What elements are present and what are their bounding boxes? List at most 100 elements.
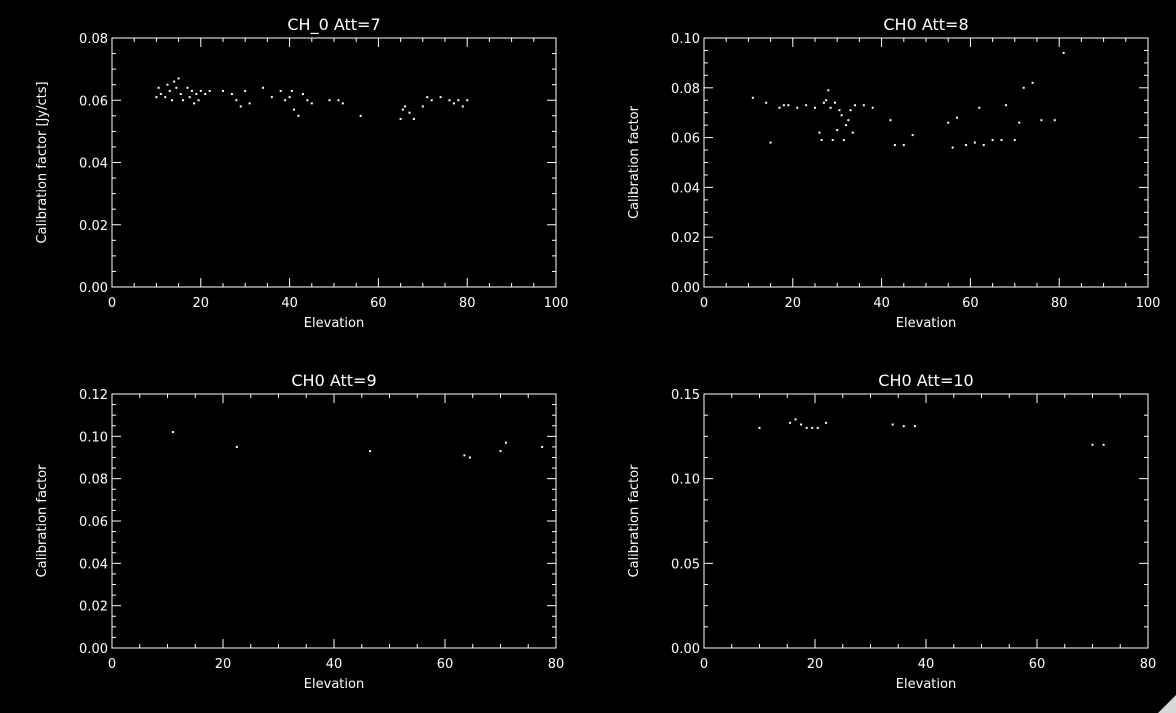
data-point xyxy=(1000,139,1003,142)
data-point xyxy=(310,102,313,105)
y-tick-label: 0.00 xyxy=(671,281,700,296)
data-point xyxy=(499,450,502,453)
plot-frame xyxy=(703,393,1149,649)
data-point xyxy=(951,146,954,149)
data-point xyxy=(1040,119,1043,122)
data-point xyxy=(170,99,173,102)
y-tick-label: 0.08 xyxy=(79,473,108,488)
data-point xyxy=(359,114,362,117)
data-point xyxy=(811,426,814,429)
x-tick-label: 60 xyxy=(1029,657,1046,672)
data-point xyxy=(463,454,466,457)
data-point xyxy=(204,93,207,96)
data-point xyxy=(1004,104,1007,107)
data-point xyxy=(758,426,761,429)
x-axis-label: Elevation xyxy=(304,677,364,692)
data-point xyxy=(816,426,819,429)
y-tick-label: 0.00 xyxy=(79,642,108,657)
scatter-panel-3: 0 20 40 60 80 0.00 0.02 0.04 0.06 0.08 0.10 0.12 CH0… xyxy=(35,371,564,692)
y-tick-label: 0.08 xyxy=(671,82,700,97)
data-point xyxy=(1062,51,1065,54)
data-point xyxy=(399,117,402,120)
data-point xyxy=(182,99,185,102)
x-tick-label: 20 xyxy=(785,296,802,311)
data-point xyxy=(814,106,816,109)
data-point xyxy=(840,114,843,117)
x-tick-label: 80 xyxy=(1140,657,1157,672)
data-point xyxy=(973,141,976,144)
x-tick-label: 100 xyxy=(1136,296,1161,311)
data-point xyxy=(782,104,785,107)
data-point xyxy=(270,96,273,99)
data-point xyxy=(765,101,768,104)
plot-frame xyxy=(111,37,557,288)
y-tick-label: 0.10 xyxy=(79,430,108,445)
y-tick-label: 0.02 xyxy=(671,231,700,246)
data-point xyxy=(193,102,196,105)
data-point xyxy=(1013,139,1016,142)
data-point xyxy=(541,445,544,448)
data-point xyxy=(800,423,803,426)
data-point xyxy=(829,106,832,109)
data-point xyxy=(199,89,202,92)
data-point xyxy=(1053,119,1056,122)
resize-grip-icon[interactable] xyxy=(1158,695,1176,713)
x-tick-label: 80 xyxy=(1051,296,1068,311)
data-point xyxy=(297,114,300,117)
x-axis-label: Elevation xyxy=(896,316,956,331)
data-point xyxy=(230,93,233,96)
scatter-panel-1: 0 20 40 60 80 100 0.00 0.02 0.04 0.06 0.08 CH_0 Att… xyxy=(35,15,568,331)
data-point xyxy=(157,86,160,89)
data-point xyxy=(838,109,841,112)
x-tick-label: 0 xyxy=(700,296,708,311)
y-tick-label: 0.10 xyxy=(671,473,700,488)
plot-frame xyxy=(703,37,1149,288)
x-tick-label: 80 xyxy=(459,296,476,311)
chart-title: CH0 Att=8 xyxy=(883,15,968,34)
x-tick-label: 80 xyxy=(548,657,565,672)
data-point xyxy=(947,121,950,124)
data-point xyxy=(911,134,914,137)
data-point xyxy=(1031,81,1034,84)
data-point xyxy=(789,421,792,424)
data-point xyxy=(1091,443,1094,446)
y-tick-label: 0.12 xyxy=(79,388,108,403)
y-axis-label: Calibration factor xyxy=(35,464,50,578)
x-tick-label: 100 xyxy=(544,296,569,311)
data-point xyxy=(279,89,282,92)
data-point xyxy=(851,131,854,134)
data-point xyxy=(197,99,200,102)
data-point xyxy=(412,117,415,120)
data-point xyxy=(439,96,442,99)
data-point xyxy=(796,106,799,109)
data-point xyxy=(751,96,754,99)
data-point xyxy=(306,99,309,102)
y-tick-label: 0.00 xyxy=(79,281,108,296)
data-point xyxy=(186,86,189,89)
data-point xyxy=(978,106,981,109)
data-point xyxy=(159,93,162,96)
data-point xyxy=(827,89,830,92)
y-tick-label: 0.00 xyxy=(671,642,700,657)
y-tick-label: 0.10 xyxy=(671,32,700,47)
data-point xyxy=(833,101,836,104)
y-tick-label: 0.05 xyxy=(671,557,700,572)
data-point xyxy=(208,89,211,92)
data-point xyxy=(337,99,340,102)
data-point xyxy=(1102,443,1105,446)
data-point xyxy=(831,139,834,142)
x-axis-label: Elevation xyxy=(896,677,956,692)
data-point xyxy=(301,93,304,96)
y-axis-label: Calibration factor xyxy=(627,464,642,578)
data-point xyxy=(328,99,331,102)
x-tick-label: 0 xyxy=(108,657,116,672)
data-point xyxy=(818,131,821,134)
x-tick-label: 0 xyxy=(108,296,116,311)
data-point xyxy=(173,80,176,83)
y-tick-label: 0.08 xyxy=(79,32,108,47)
data-point xyxy=(188,96,191,99)
y-tick-label: 0.15 xyxy=(671,388,700,403)
data-point xyxy=(293,108,296,111)
data-point xyxy=(164,96,167,99)
